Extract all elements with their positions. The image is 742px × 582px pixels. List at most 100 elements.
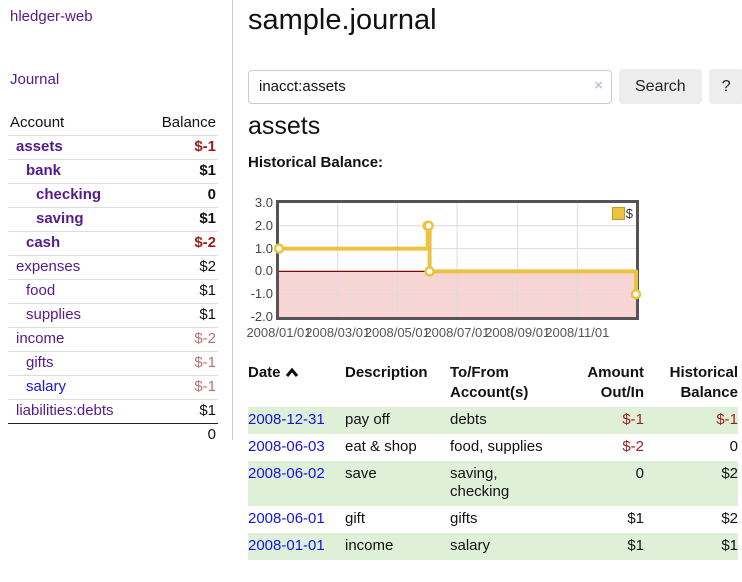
transaction-accounts: gifts: [450, 510, 478, 527]
account-row-saving: saving $1: [8, 208, 218, 232]
account-column-header: Account: [10, 114, 65, 131]
account-balance: $2: [199, 258, 216, 275]
account-row-cash: cash $-2: [8, 232, 218, 256]
account-link[interactable]: salary: [26, 378, 67, 395]
transaction-accounts: debts: [450, 407, 560, 434]
accounts-total-row: 0: [8, 424, 218, 447]
transaction-amount: $1: [560, 533, 644, 560]
date-column-header[interactable]: Date: [248, 361, 345, 407]
amount-column-header: Amount Out/In: [587, 364, 644, 401]
y-tick-label: 2.0: [254, 217, 273, 233]
account-link[interactable]: liabilities:debts: [16, 402, 114, 419]
account-link[interactable]: income: [16, 330, 65, 347]
main-content: sample.journal × Search ? assets Histori…: [246, 0, 742, 582]
transaction-description: pay off: [345, 407, 450, 434]
account-balance: $-2: [194, 330, 216, 347]
register-table: Date Description To/From Account(s) Amou…: [248, 361, 738, 560]
account-link[interactable]: checking: [36, 186, 102, 203]
transaction-description: income: [345, 533, 450, 560]
transaction-description: save: [345, 461, 450, 506]
y-tick-label: 1.0: [254, 240, 273, 256]
y-tick-label: -1.0: [250, 286, 273, 302]
search-button[interactable]: Search: [619, 69, 702, 104]
clear-search-icon[interactable]: ×: [594, 76, 603, 94]
account-balance: $-1: [194, 138, 216, 155]
transaction-amount: $1: [627, 510, 644, 527]
page-title: sample.journal: [248, 4, 437, 36]
transaction-date-link[interactable]: 2008-12-31: [248, 411, 325, 428]
transaction-balance: $2: [644, 461, 738, 506]
x-tick-label: 2008/05/01: [364, 325, 430, 340]
register-row: 2008-06-01 gift gifts $1 $2: [248, 506, 738, 533]
register-row: 2008-06-03 eat & shop food, supplies $-2…: [248, 434, 738, 461]
transaction-accounts: salary: [450, 533, 560, 560]
transaction-balance: $-1: [644, 407, 738, 434]
account-balance: $1: [199, 210, 216, 227]
transaction-date-link[interactable]: 2008-06-03: [248, 438, 325, 455]
account-row-assets: assets $-1: [8, 136, 218, 160]
x-tick-label: 2008/09/01: [485, 325, 551, 340]
y-tick-label: -2.0: [250, 309, 273, 324]
transaction-date-link[interactable]: 2008-06-01: [248, 510, 325, 527]
account-balance: $1: [199, 162, 216, 179]
register-row: 2008-06-02 save saving, checking 0 $2: [248, 461, 738, 506]
account-row-gifts: gifts $-1: [8, 352, 218, 376]
transaction-date-link[interactable]: 2008-06-02: [248, 465, 325, 482]
account-balance: $-2: [194, 234, 216, 251]
account-balance: $-1: [194, 354, 216, 371]
balance-column-header: Balance: [161, 114, 216, 131]
chart-plot-area[interactable]: $: [273, 200, 642, 320]
account-row-food: food $1: [8, 280, 218, 304]
account-link[interactable]: cash: [26, 234, 61, 251]
transaction-amount: $-1: [560, 407, 644, 434]
transaction-balance: 0: [729, 438, 738, 455]
x-tick-label: 2008/03/01: [305, 325, 371, 340]
transaction-description: gift: [345, 510, 366, 527]
legend-swatch-icon: [611, 207, 625, 220]
account-heading: assets: [248, 112, 321, 140]
historical-balance-chart: 3.0 2.0 1.0 0.0 -1.0 -2.0 $ 2008/01/01 2008/03…: [246, 192, 740, 352]
search-input[interactable]: [248, 69, 612, 104]
account-balance: $1: [199, 282, 216, 299]
account-link[interactable]: supplies: [26, 306, 82, 323]
transaction-balance: $1: [644, 533, 738, 560]
account-balance: $1: [199, 306, 216, 323]
account-row-bank: bank $1: [8, 160, 218, 184]
register-header-row: Date Description To/From Account(s) Amou…: [248, 361, 738, 407]
accounts-column-header: To/From Account(s): [450, 364, 529, 401]
account-balance: $1: [199, 402, 216, 419]
account-row-supplies: supplies $1: [8, 304, 218, 328]
search-help-button[interactable]: ?: [708, 69, 742, 104]
account-link[interactable]: saving: [36, 210, 84, 227]
account-row-liabilities-debts: liabilities:debts $1: [8, 400, 218, 424]
account-link[interactable]: assets: [16, 138, 63, 155]
x-tick-label: 2008/07/01: [424, 325, 490, 340]
transaction-amount: 0: [560, 461, 644, 506]
transaction-accounts: food, supplies: [450, 438, 543, 455]
transaction-description: eat & shop: [345, 438, 417, 455]
y-tick-label: 3.0: [254, 195, 273, 210]
account-row-checking: checking 0: [8, 184, 218, 208]
transaction-accounts: saving, checking: [450, 461, 560, 506]
y-tick-label: 0.0: [254, 263, 273, 279]
account-row-income: income $-2: [8, 328, 218, 352]
account-link[interactable]: gifts: [26, 354, 54, 371]
chart-series: [273, 203, 642, 317]
sidebar: hledger-web Journal Account Balance asse…: [0, 0, 233, 443]
account-balance: 0: [207, 186, 216, 203]
account-link[interactable]: food: [26, 282, 56, 299]
accounts-total-balance: 0: [207, 426, 216, 443]
account-balance: $-1: [194, 378, 216, 395]
app-brand-link[interactable]: hledger-web: [10, 8, 93, 25]
balance-column-header: Historical Balance: [669, 364, 738, 401]
accounts-table-header: Account Balance: [8, 112, 218, 136]
transaction-date-link[interactable]: 2008-01-01: [248, 537, 325, 554]
account-link[interactable]: bank: [26, 162, 62, 179]
sidebar-item-journal[interactable]: Journal: [10, 71, 60, 88]
account-link[interactable]: expenses: [16, 258, 81, 275]
account-row-expenses: expenses $2: [8, 256, 218, 280]
chart-legend: $: [611, 206, 633, 221]
legend-label: $: [625, 206, 633, 221]
search-bar: × Search ?: [248, 69, 742, 104]
x-tick-label: 2008/11/01: [545, 325, 610, 340]
